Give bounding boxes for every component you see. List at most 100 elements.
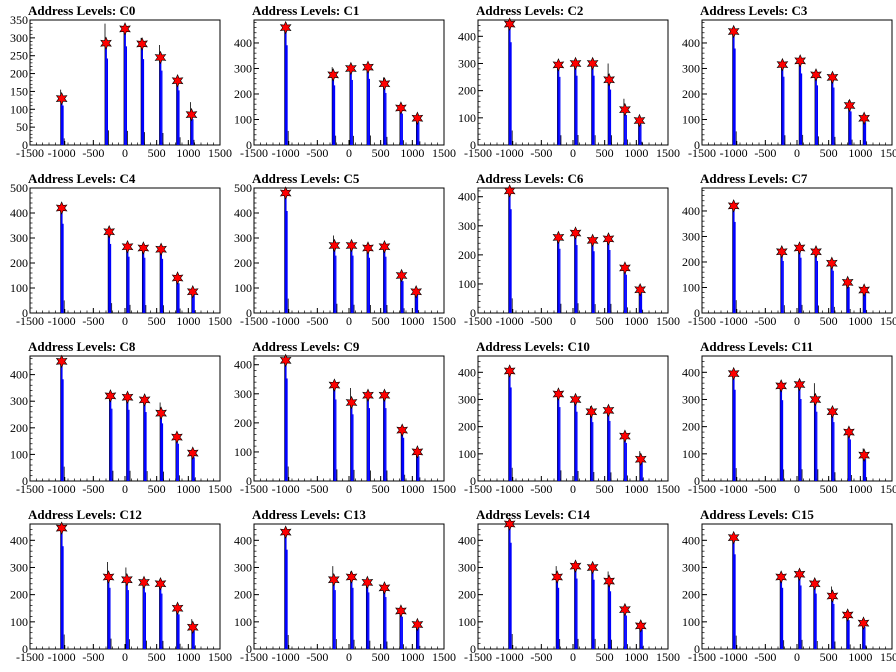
- x-tick-label: 500: [596, 482, 614, 496]
- histogram-svg: Address Levels: C11 0 100 200 300 400 -1500 -10…: [682, 339, 896, 496]
- peak-marker: [186, 620, 199, 635]
- histogram-panel: Address Levels: C0 0 50 100 150 200 250 300 350 -…: [0, 0, 232, 168]
- y-tick-label: 100: [234, 445, 252, 459]
- panel-title: Address Levels: C2: [476, 3, 583, 18]
- y-tick-label: 0: [694, 138, 700, 152]
- peak-marker: [171, 430, 183, 444]
- y-tick-label: 200: [234, 87, 252, 101]
- y-tick-label: 100: [682, 280, 700, 294]
- panel-title: Address Levels: C4: [28, 171, 136, 186]
- x-tick-label: 0: [794, 146, 800, 160]
- y-tick-label: 400: [10, 206, 28, 220]
- peak-marker: [794, 54, 807, 68]
- histogram-svg: Address Levels: C12 0 100 200 300 400 -1500 -10…: [10, 507, 232, 664]
- peak-marker: [121, 390, 134, 404]
- y-tick-label: 400: [458, 29, 476, 43]
- peak-marker: [585, 404, 598, 419]
- peak-marker: [634, 452, 647, 467]
- x-tick-label: -1000: [272, 314, 300, 328]
- histogram-panel: Address Levels: C11 0 100 200 300 400 -1500 -10…: [672, 336, 896, 504]
- x-tick-label: 1000: [400, 650, 424, 664]
- y-tick-label: 100: [234, 112, 252, 126]
- peak-marker: [279, 353, 292, 368]
- peak-marker: [411, 617, 424, 632]
- x-tick-label: -1000: [496, 650, 524, 664]
- x-tick-label: 500: [148, 482, 166, 496]
- y-tick-label: 400: [458, 533, 476, 547]
- peak-marker: [775, 245, 788, 259]
- y-tick-label: 400: [234, 206, 252, 220]
- histogram-svg: Address Levels: C15 0 100 200 300 400 -1500 -10…: [682, 507, 896, 664]
- y-tick-label: 100: [10, 102, 28, 116]
- x-tick-label: -500: [530, 146, 552, 160]
- peak-marker: [841, 275, 854, 290]
- x-tick-label: 1000: [176, 314, 200, 328]
- x-tick-label: 0: [122, 482, 128, 496]
- peak-marker: [552, 58, 565, 72]
- panel-title: Address Levels: C3: [700, 3, 808, 18]
- x-tick-label: -1500: [16, 650, 44, 664]
- y-tick-label: 100: [234, 281, 252, 295]
- x-tick-label: 1500: [432, 482, 456, 496]
- y-tick-label: 300: [10, 31, 28, 45]
- x-tick-label: 0: [794, 650, 800, 664]
- x-tick-label: 500: [596, 314, 614, 328]
- y-tick-label: 500: [10, 181, 28, 195]
- x-tick-label: 500: [148, 314, 166, 328]
- peak-marker: [569, 56, 582, 71]
- x-tick-label: 0: [122, 146, 128, 160]
- x-tick-label: 0: [570, 146, 576, 160]
- x-tick-label: 1000: [176, 482, 200, 496]
- peak-marker: [100, 36, 112, 50]
- peak-marker: [154, 50, 167, 65]
- histogram-panel: Address Levels: C8 0 100 200 300 400 -1500 -100…: [0, 336, 232, 504]
- peak-marker: [793, 241, 806, 255]
- peak-marker: [362, 241, 374, 255]
- x-tick-label: 1500: [432, 314, 456, 328]
- panel-title: Address Levels: C15: [700, 507, 814, 522]
- x-tick-label: 0: [346, 146, 352, 160]
- panel-title: Address Levels: C5: [252, 171, 360, 186]
- peak-marker: [138, 393, 151, 407]
- x-tick-label: 0: [570, 482, 576, 496]
- plot-frame: [253, 19, 445, 146]
- x-tick-label: -1500: [688, 650, 716, 664]
- y-tick-label: 0: [246, 138, 252, 152]
- peak-marker: [345, 570, 358, 584]
- panel-title: Address Levels: C10: [476, 339, 590, 354]
- y-tick-label: 300: [10, 560, 28, 574]
- peak-marker: [602, 403, 615, 418]
- peak-marker: [825, 256, 838, 271]
- y-tick-label: 300: [682, 229, 700, 243]
- peak-marker: [55, 201, 68, 215]
- x-tick-label: 1500: [656, 482, 680, 496]
- x-tick-label: -500: [82, 482, 104, 496]
- x-tick-label: 0: [346, 314, 352, 328]
- x-tick-label: 0: [122, 314, 128, 328]
- peak-marker: [185, 107, 198, 122]
- peak-marker: [552, 387, 565, 401]
- y-tick-label: 400: [234, 358, 252, 372]
- x-tick-label: -1500: [688, 482, 716, 496]
- x-tick-label: -1500: [464, 482, 492, 496]
- peak-marker: [634, 619, 647, 633]
- peak-marker: [619, 261, 631, 275]
- peak-marker: [155, 242, 167, 256]
- x-tick-label: 1500: [880, 146, 896, 160]
- x-tick-label: 1500: [880, 482, 896, 496]
- peak-marker: [136, 37, 148, 51]
- peak-marker: [603, 73, 615, 87]
- peak-marker: [602, 232, 615, 246]
- y-tick-label: 0: [470, 642, 476, 656]
- peak-marker: [327, 68, 340, 82]
- peak-marker: [810, 68, 822, 82]
- peak-marker: [503, 364, 516, 378]
- x-tick-label: 500: [596, 650, 614, 664]
- histogram-svg: Address Levels: C0 0 50 100 150 200 250 300 350 -…: [10, 3, 232, 160]
- y-tick-label: 200: [458, 420, 476, 434]
- peak-marker: [727, 24, 740, 39]
- panel-title: Address Levels: C7: [700, 171, 808, 186]
- y-tick-label: 100: [682, 615, 700, 629]
- x-tick-label: -1000: [720, 482, 748, 496]
